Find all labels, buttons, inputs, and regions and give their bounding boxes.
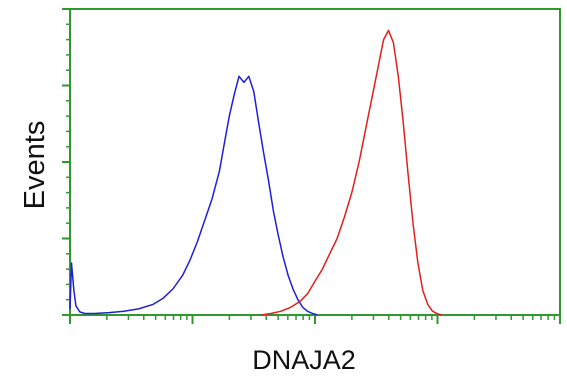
plot-border <box>69 8 561 316</box>
series-line-1 <box>69 75 318 316</box>
series-group <box>69 29 443 316</box>
series-line-2 <box>260 29 443 316</box>
y-axis-label: Events <box>19 121 51 210</box>
x-axis-label: DNAJA2 <box>252 345 356 375</box>
axis-ticks <box>62 8 561 324</box>
plot-frame <box>69 8 561 316</box>
